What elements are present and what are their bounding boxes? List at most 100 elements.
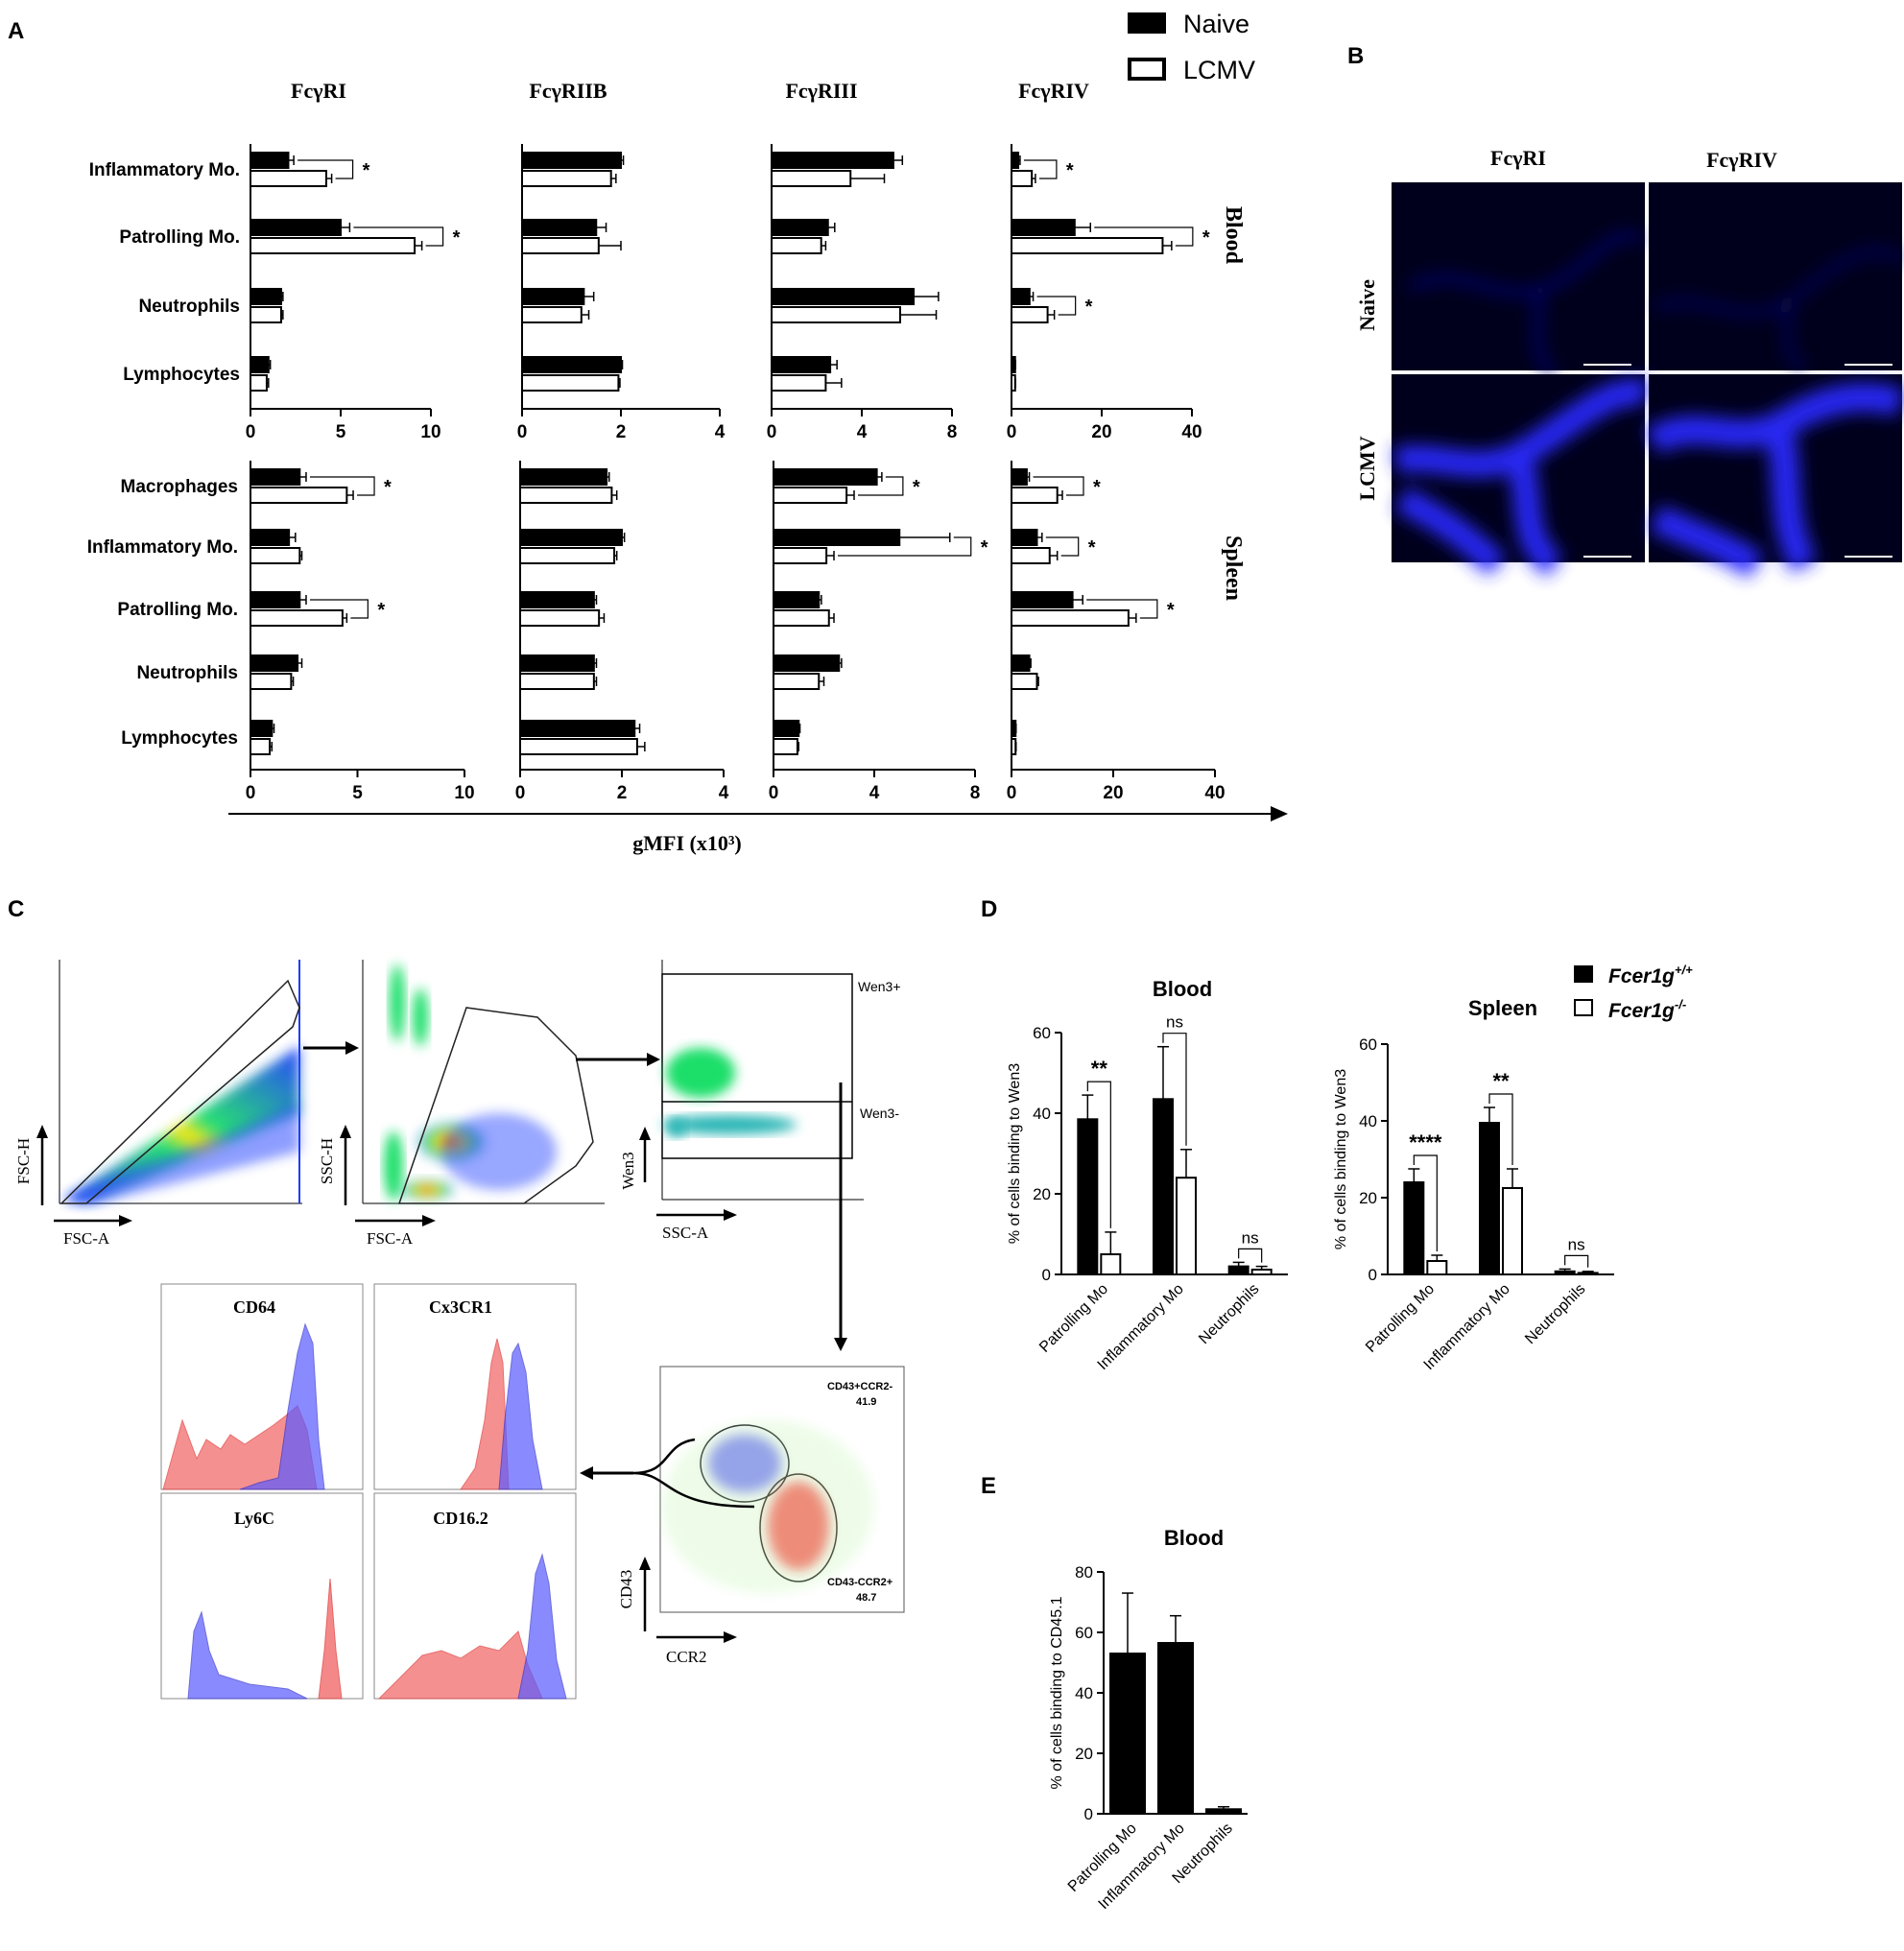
bar-chart-blood-fc-riib: 0 2 4 (517, 144, 726, 442)
significance-bracket (1238, 1248, 1263, 1263)
category-label-spleen-lymphocytes: Lymphocytes (121, 728, 238, 749)
bar-naive-lymphocytes (519, 720, 636, 737)
x-category-label: Patrolling Mo (1036, 1281, 1111, 1356)
x-category-label: Patrolling Mo (1363, 1281, 1438, 1356)
significance-bracket (1413, 1154, 1438, 1251)
flow-plot-wen3: Wen3+ Wen3- Wen3 SSC-A (619, 960, 901, 1242)
bar-fcer1g-patrolling-mo (1100, 1253, 1122, 1275)
histogram-cx3cr1: Cx3CR1 (373, 1283, 577, 1490)
category-label-blood-patrolling-mo: Patrolling Mo. (119, 227, 240, 248)
bar-naive-lymphocytes (250, 720, 274, 737)
legend-swatch-ko (1574, 999, 1593, 1016)
tissue-label-blood: Blood (1221, 206, 1246, 265)
bar-lcmv-lymphocytes (771, 374, 827, 392)
significance-bracket (309, 599, 369, 619)
gate-ccr2pos-value: 48.7 (856, 1592, 876, 1604)
legend-label-wt: Fcer1g+/+ (1608, 963, 1693, 987)
bar-lcmv-neutrophils (250, 306, 282, 323)
y-tick-label: 40 (1033, 1105, 1051, 1123)
legend-ko-sup: -/- (1675, 997, 1686, 1011)
axis-fsc-a-2: FSC-A (367, 1229, 414, 1248)
legend-label-ko: Fcer1g-/- (1608, 997, 1686, 1022)
y-tick-label: 20 (1033, 1185, 1051, 1203)
y-tick-label: 0 (1084, 1805, 1093, 1823)
y-axis-label: % of cells binding to Wen3 (1333, 1069, 1349, 1249)
bar-naive-patrolling-mo (773, 591, 821, 608)
panel-label-c: C (8, 896, 24, 922)
bar-naive-macrophages (519, 468, 608, 486)
bar-naive-lymphocytes (773, 720, 800, 737)
x-tick-label: 2 (616, 422, 627, 442)
bar-fcer1g-neutrophils (1250, 1268, 1273, 1275)
legend-label-naive: Naive (1183, 10, 1250, 38)
panel-b-row-lcmv: LCMV (1355, 436, 1379, 500)
x-tick-label: 4 (857, 422, 868, 442)
category-label-spleen-neutrophils: Neutrophils (136, 663, 238, 683)
histogram-ly6c: Ly6C (160, 1492, 364, 1700)
bar-chart-cd45-blood: Blood 0 20 40 60 80 % of cells binding to CD45… (1049, 1526, 1248, 1913)
panel-e-chart: Blood 0 20 40 60 80 % of cells binding to CD45… (1049, 1526, 1248, 1913)
panel-c: FSC-H FSC-A SSC-H FSC-A (14, 960, 905, 1700)
axis-ssc-h: SSC-H (318, 1138, 336, 1184)
significance-label: ns (1166, 1013, 1183, 1032)
gmfi-axis-label: gMFI (x10³) (632, 831, 742, 855)
bar-lcmv-inflammatory-mo (519, 547, 616, 564)
bar-fcer1g-inflammatory-mo (1176, 1177, 1197, 1275)
bar-chart-blood-fc-riv: 0 20 40 * * * (1007, 144, 1210, 442)
panel-b-col-fcgr1: FcγRI (1490, 146, 1546, 170)
panel-label-d: D (981, 896, 997, 922)
significance-bracket (1488, 1093, 1513, 1165)
bar-naive-patrolling-mo (519, 591, 595, 608)
bar-naive-inflammatory-mo (250, 152, 290, 169)
bar-lcmv-patrolling-mo (250, 609, 344, 627)
x-tick-label: 40 (1181, 422, 1202, 442)
gate-cd43pos-value: 41.9 (856, 1396, 876, 1408)
chart-title: Spleen (1468, 996, 1537, 1020)
x-tick-label: 10 (420, 422, 440, 442)
gate-wen3-pos: Wen3+ (858, 979, 901, 994)
micrograph-naive-fcgr1 (1392, 182, 1645, 379)
bar-lcmv-macrophages (773, 487, 848, 504)
significance-bracket (1564, 1254, 1589, 1268)
histogram-cd16-2: CD16.2 (373, 1492, 577, 1700)
category-label-blood-neutrophils: Neutrophils (138, 297, 240, 317)
micrograph-naive-fcgr4 (1649, 182, 1903, 373)
significance-label: * (1093, 477, 1101, 498)
panel-label-a: A (8, 18, 24, 44)
bar-lcmv-patrolling-mo (521, 237, 600, 254)
bar-lcmv-lymphocytes (250, 374, 268, 392)
bar-value-patrolling-mo (1109, 1653, 1146, 1816)
y-tick-label: 20 (1075, 1745, 1093, 1763)
histogram-label-ly6c: Ly6C (234, 1509, 274, 1528)
bar-lcmv-macrophages (519, 487, 613, 504)
bar-naive-neutrophils (1011, 288, 1031, 305)
bracket-gates (632, 1438, 755, 1509)
bar-lcmv-lymphocytes (1011, 374, 1016, 392)
bar-lcmv-neutrophils (519, 673, 595, 690)
panel-b-row-naive: Naive (1355, 279, 1379, 331)
bar-lcmv-inflammatory-mo (1011, 170, 1034, 187)
significance-label: * (1088, 537, 1096, 559)
y-tick-label: 40 (1359, 1112, 1377, 1130)
x-tick-label: 2 (617, 783, 628, 803)
significance-label: * (1085, 297, 1093, 318)
bar-naive-inflammatory-mo (1011, 529, 1038, 546)
bar-lcmv-patrolling-mo (771, 237, 822, 254)
x-tick-label: 0 (246, 783, 256, 803)
x-tick-label: 0 (769, 783, 779, 803)
bar-fcer1g-neutrophils (1554, 1270, 1576, 1276)
legend-a: Naive LCMV (1128, 10, 1255, 84)
bar-chart-wen3-blood: Blood 0 20 40 60 % of cells binding to Wen3 Pa… (1007, 977, 1288, 1373)
bar-chart-spleen-fc-riv: 0 20 40 * * * (1007, 461, 1226, 803)
bar-lcmv-inflammatory-mo (521, 170, 612, 187)
bar-naive-patrolling-mo (250, 219, 342, 236)
significance-bracket (1036, 296, 1077, 316)
bar-naive-macrophages (773, 468, 878, 486)
bar-naive-inflammatory-mo (771, 152, 894, 169)
y-tick-label: 0 (1042, 1266, 1051, 1284)
bar-naive-neutrophils (521, 288, 585, 305)
histogram-label-cx3cr1: Cx3CR1 (429, 1297, 492, 1317)
bar-naive-inflammatory-mo (1011, 152, 1020, 169)
x-tick-label: 0 (515, 783, 526, 803)
